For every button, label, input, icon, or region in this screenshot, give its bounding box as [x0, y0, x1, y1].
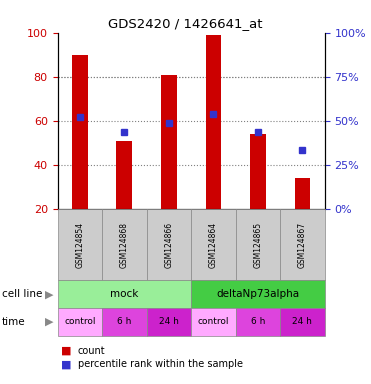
Text: time: time — [2, 317, 26, 327]
Text: GDS2420 / 1426641_at: GDS2420 / 1426641_at — [108, 17, 263, 30]
Text: control: control — [198, 317, 229, 326]
Text: GSM124854: GSM124854 — [75, 222, 84, 268]
Text: 24 h: 24 h — [292, 317, 312, 326]
Bar — [206, 35, 221, 209]
Bar — [72, 55, 88, 209]
Text: GSM124866: GSM124866 — [164, 222, 173, 268]
Text: deltaNp73alpha: deltaNp73alpha — [216, 289, 299, 299]
Text: GSM124867: GSM124867 — [298, 222, 307, 268]
Text: ▶: ▶ — [45, 317, 54, 327]
Bar — [116, 141, 132, 209]
Bar — [161, 74, 177, 209]
Text: cell line: cell line — [2, 289, 42, 299]
Text: ■: ■ — [61, 359, 72, 369]
Text: GSM124864: GSM124864 — [209, 222, 218, 268]
Text: GSM124865: GSM124865 — [253, 222, 262, 268]
Text: GSM124868: GSM124868 — [120, 222, 129, 268]
Bar — [295, 179, 310, 209]
Text: count: count — [78, 346, 105, 356]
Text: mock: mock — [110, 289, 138, 299]
Text: 6 h: 6 h — [251, 317, 265, 326]
Text: control: control — [64, 317, 95, 326]
Text: ■: ■ — [61, 346, 72, 356]
Text: ▶: ▶ — [45, 289, 54, 299]
Text: 24 h: 24 h — [159, 317, 179, 326]
Text: 6 h: 6 h — [117, 317, 131, 326]
Text: percentile rank within the sample: percentile rank within the sample — [78, 359, 243, 369]
Bar — [250, 134, 266, 209]
